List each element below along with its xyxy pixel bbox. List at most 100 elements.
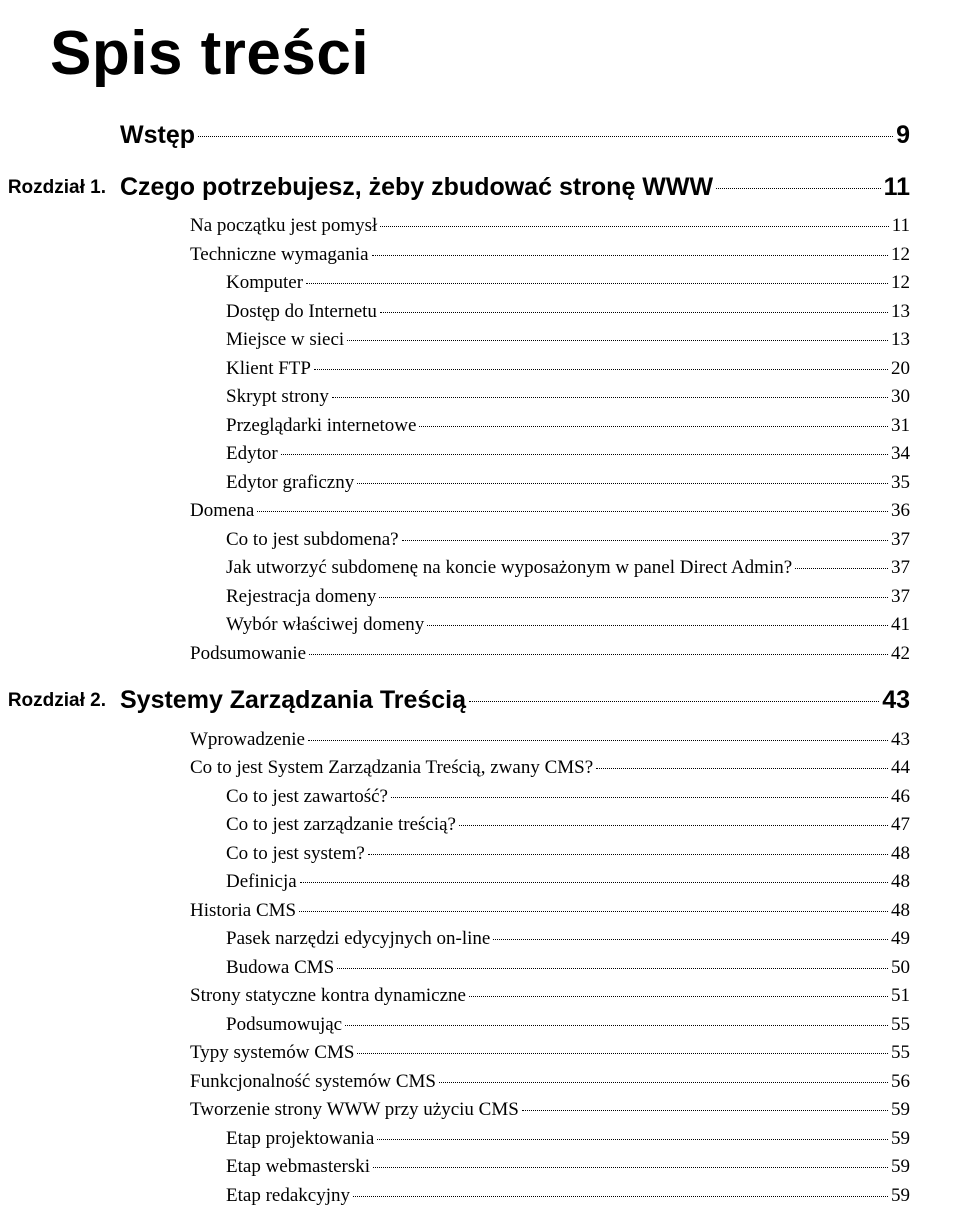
toc-entry-h3: Budowa CMS 50: [120, 954, 910, 983]
toc-leader: [380, 226, 888, 227]
toc-entry-label: Systemy Zarządzania Treścią: [120, 682, 466, 720]
toc-entry-page: 43: [891, 726, 910, 755]
toc-entry-page: 35: [891, 469, 910, 498]
toc-leader: [716, 188, 880, 189]
toc-entry-page: 13: [891, 298, 910, 327]
toc-entry-page: 47: [891, 811, 910, 840]
toc-entry-h3: Podsumowując 55: [120, 1011, 910, 1040]
toc-entry-page: 48: [891, 840, 910, 869]
toc-entry-label: Skrypt strony: [226, 383, 329, 412]
toc-leader: [439, 1082, 888, 1083]
toc-leader: [198, 136, 893, 137]
toc-entry-label: Dostęp do Internetu: [226, 298, 377, 327]
toc-entry-h3: Klient FTP 20: [120, 355, 910, 384]
toc-leader: [353, 1196, 888, 1197]
toc-entry-label: Etap webmasterski: [226, 1153, 370, 1182]
toc-entry-label: Podsumowanie: [190, 640, 306, 669]
toc-entry-h3: Miejsce w sieci 13: [120, 326, 910, 355]
toc-chapter-label: Rozdział 2.: [0, 687, 106, 716]
toc-entry-label: Rejestracja domeny: [226, 583, 376, 612]
toc-entry-label: Definicja: [226, 868, 297, 897]
toc-entry-h2: Wprowadzenie 43: [120, 726, 910, 755]
toc-entry-page: 55: [891, 1011, 910, 1040]
toc-entry-page: 59: [891, 1182, 910, 1210]
toc-entry-label: Jak utworzyć subdomenę na koncie wyposaż…: [226, 554, 792, 583]
toc-leader: [347, 340, 888, 341]
toc-entry-label: Wstęp: [120, 117, 195, 155]
toc-leader: [345, 1025, 888, 1026]
toc-entry-h3: Dostęp do Internetu 13: [120, 298, 910, 327]
toc-entry-label: Podsumowując: [226, 1011, 342, 1040]
toc-entry-h3: Wybór właściwej domeny 41: [120, 611, 910, 640]
toc-entry-label: Techniczne wymagania: [190, 241, 369, 270]
toc-entry-h3: Etap projektowania 59: [120, 1125, 910, 1154]
toc-entry-page: 30: [891, 383, 910, 412]
toc-entry-h2: Domena 36: [120, 497, 910, 526]
toc-entry-h3: Co to jest zarządzanie treścią? 47: [120, 811, 910, 840]
toc-leader: [337, 968, 888, 969]
toc-entry-h2: Podsumowanie 42: [120, 640, 910, 669]
toc-leader: [300, 882, 888, 883]
toc-entry-label: Domena: [190, 497, 254, 526]
toc-entry-page: 43: [882, 682, 910, 720]
toc-entry-label: Typy systemów CMS: [190, 1039, 354, 1068]
toc-leader: [522, 1110, 888, 1111]
toc-leader: [308, 740, 888, 741]
toc-entry-label: Budowa CMS: [226, 954, 334, 983]
toc-entry-page: 48: [891, 897, 910, 926]
toc-leader: [314, 369, 888, 370]
toc-entry-page: 51: [891, 982, 910, 1011]
toc-entry-h1: Wstęp 9: [120, 117, 910, 155]
toc-entry-page: 50: [891, 954, 910, 983]
toc-entry-page: 31: [891, 412, 910, 441]
toc-entry-label: Czego potrzebujesz, żeby zbudować stronę…: [120, 169, 713, 207]
toc-entry-h3: Pasek narzędzi edycyjnych on-line 49: [120, 925, 910, 954]
toc-entry-label: Pasek narzędzi edycyjnych on-line: [226, 925, 490, 954]
toc-entry-label: Co to jest zarządzanie treścią?: [226, 811, 456, 840]
toc-leader: [379, 597, 888, 598]
toc-leader: [299, 911, 888, 912]
toc-leader: [281, 454, 888, 455]
toc-entry-label: Funkcjonalność systemów CMS: [190, 1068, 436, 1097]
toc-entry-label: Komputer: [226, 269, 303, 298]
toc-leader: [493, 939, 888, 940]
toc-leader: [257, 511, 888, 512]
toc-entry-h3: Komputer 12: [120, 269, 910, 298]
toc-entry-page: 12: [891, 269, 910, 298]
toc-entry-page: 36: [891, 497, 910, 526]
toc-leader: [368, 854, 888, 855]
toc-entry-page: 55: [891, 1039, 910, 1068]
toc-entry-label: Historia CMS: [190, 897, 296, 926]
toc-entry-label: Przeglądarki internetowe: [226, 412, 416, 441]
toc-entry-h3: Rejestracja domeny 37: [120, 583, 910, 612]
toc-entry-page: 44: [891, 754, 910, 783]
toc-leader: [357, 1053, 888, 1054]
toc-leader: [469, 701, 879, 702]
toc-entry-h2: Co to jest System Zarządzania Treścią, z…: [120, 754, 910, 783]
toc-entry-h3: Edytor 34: [120, 440, 910, 469]
toc-leader: [459, 825, 888, 826]
table-of-contents: Wstęp 9 Rozdział 1.Czego potrzebujesz, że…: [50, 117, 910, 1210]
toc-entry-label: Klient FTP: [226, 355, 311, 384]
toc-entry-label: Co to jest subdomena?: [226, 526, 399, 555]
toc-chapter-label: Rozdział 1.: [0, 174, 106, 203]
toc-entry-h3: Przeglądarki internetowe 31: [120, 412, 910, 441]
toc-entry-h1: Rozdział 1.Czego potrzebujesz, żeby zbud…: [120, 169, 910, 207]
toc-entry-h3: Co to jest subdomena? 37: [120, 526, 910, 555]
toc-entry-h2: Techniczne wymagania 12: [120, 241, 910, 270]
toc-leader: [373, 1167, 888, 1168]
toc-entry-h2: Strony statyczne kontra dynamiczne 51: [120, 982, 910, 1011]
toc-entry-h3: Definicja 48: [120, 868, 910, 897]
toc-entry-label: Strony statyczne kontra dynamiczne: [190, 982, 466, 1011]
toc-entry-h3: Co to jest zawartość? 46: [120, 783, 910, 812]
toc-entry-page: 46: [891, 783, 910, 812]
toc-entry-page: 37: [891, 554, 910, 583]
toc-entry-h3: Etap webmasterski 59: [120, 1153, 910, 1182]
toc-leader: [596, 768, 888, 769]
toc-entry-page: 56: [891, 1068, 910, 1097]
toc-leader: [391, 797, 888, 798]
toc-entry-h2: Na początku jest pomysł 11: [120, 212, 910, 241]
toc-entry-page: 59: [891, 1153, 910, 1182]
toc-leader: [402, 540, 888, 541]
toc-entry-page: 59: [891, 1096, 910, 1125]
